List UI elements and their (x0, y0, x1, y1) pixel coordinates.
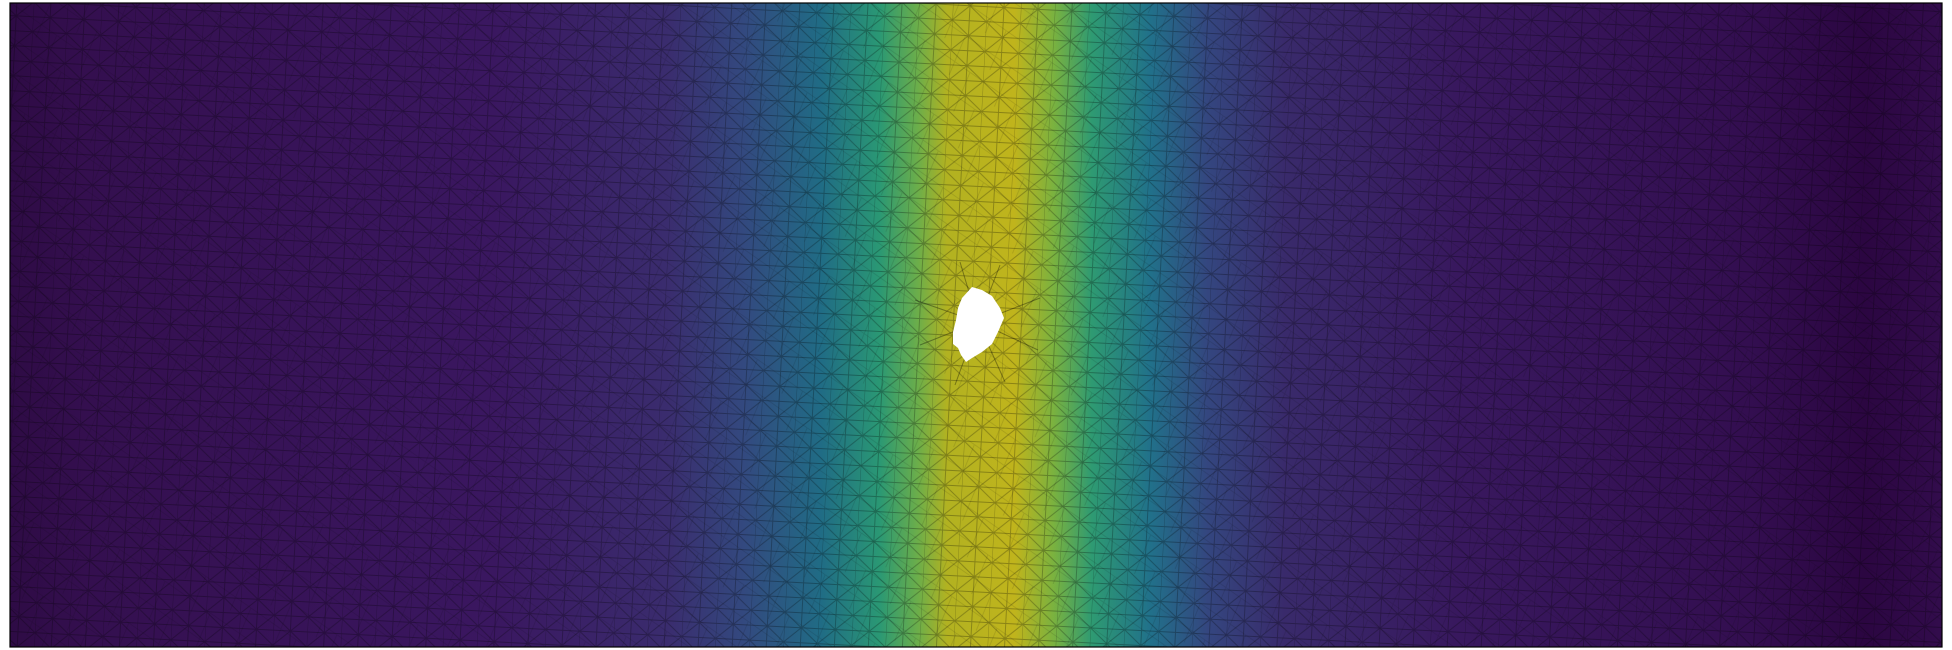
hole (953, 287, 1004, 362)
domain-border (9, 2, 1943, 648)
